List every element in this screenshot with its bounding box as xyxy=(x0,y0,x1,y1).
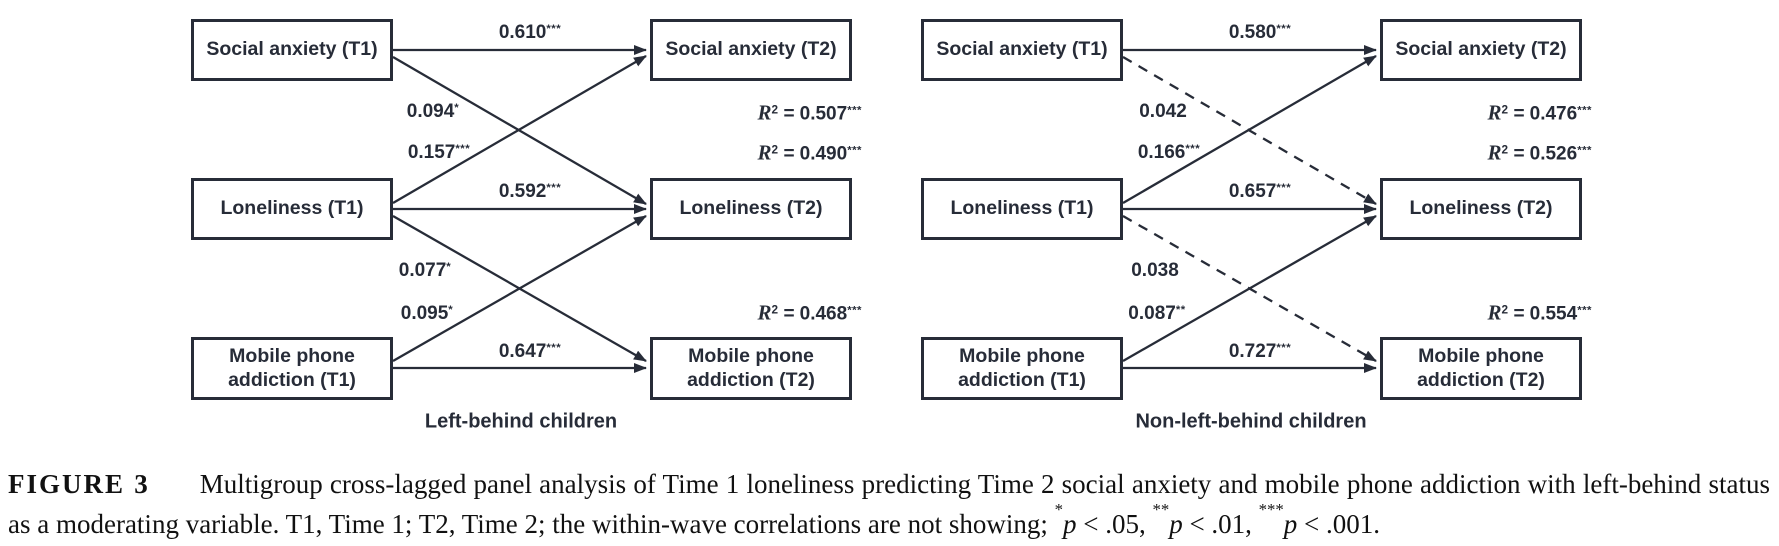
coefficient-mp1-lo2: 0.095* xyxy=(400,303,454,324)
significance-stars: *** xyxy=(1276,23,1292,36)
arrows-layer-left-behind xyxy=(392,45,647,373)
sig-note-stars-3: *** xyxy=(1258,500,1284,520)
arrow-lo1-to-sa2 xyxy=(1122,55,1377,204)
box-social-anxiety-t2: Social anxiety (T2) xyxy=(650,19,852,81)
caption-figure-number: FIGURE 3 xyxy=(8,469,150,499)
box-loneliness-t1: Loneliness (T1) xyxy=(921,178,1123,240)
sig-note-rule-2: < .01, xyxy=(1182,509,1259,539)
coefficient-lo1-mp2: 0.038 xyxy=(1131,260,1179,281)
group-label-left-behind: Left-behind children xyxy=(424,410,618,433)
significance-stars: *** xyxy=(847,144,862,157)
box-mobile-phone-addiction-t2: Mobile phone addiction (T2) xyxy=(1380,337,1582,400)
coefficient-mp1-lo2: 0.087** xyxy=(1128,303,1186,324)
box-mobile-phone-addiction-t1: Mobile phone addiction (T1) xyxy=(191,337,393,400)
arrow-lo1-to-sa2 xyxy=(392,55,647,204)
coefficient-sa1-sa2: 0.580*** xyxy=(1228,22,1292,43)
figure-caption: FIGURE 3 Multigroup cross-lagged panel an… xyxy=(8,468,1770,541)
coefficient-sa1-sa2: 0.610*** xyxy=(498,22,562,43)
coefficient-lo1-sa2: 0.157*** xyxy=(407,142,471,163)
box-label: Mobile phone addiction (T1) xyxy=(228,345,356,391)
significance-stars: *** xyxy=(847,304,862,317)
r-squared-loneliness-t2: R2 = 0.490*** xyxy=(757,140,862,165)
cross-lagged-path-diagram: Social anxiety (T1) Loneliness (T1) Mobi… xyxy=(0,0,1630,440)
box-label: Mobile phone addiction (T1) xyxy=(958,345,1086,391)
panel-left-behind: Social anxiety (T1) Loneliness (T1) Mobi… xyxy=(0,0,900,440)
box-label: Loneliness (T1) xyxy=(220,197,364,220)
box-social-anxiety-t1: Social anxiety (T1) xyxy=(191,19,393,81)
significance-stars: *** xyxy=(1276,182,1292,195)
significance-stars: *** xyxy=(1185,143,1201,156)
coefficient-lo1-lo2: 0.592*** xyxy=(498,181,562,202)
box-label: Loneliness (T2) xyxy=(679,197,823,220)
box-label: Loneliness (T1) xyxy=(950,197,1094,220)
arrows-layer-non-left-behind xyxy=(1122,45,1377,373)
sig-note-p-3: p xyxy=(1283,509,1298,539)
box-label: Social anxiety (T1) xyxy=(936,38,1108,61)
r-squared-mobile-phone-addiction-t2: R2 = 0.468*** xyxy=(757,300,862,325)
r-squared-social-anxiety-t2: R2 = 0.507*** xyxy=(757,100,862,125)
box-social-anxiety-t2: Social anxiety (T2) xyxy=(1380,19,1582,81)
significance-stars: * xyxy=(446,261,452,274)
box-loneliness-t1: Loneliness (T1) xyxy=(191,178,393,240)
coefficient-sa1-lo2: 0.042 xyxy=(1139,101,1187,122)
r-squared-social-anxiety-t2: R2 = 0.476*** xyxy=(1487,100,1592,125)
significance-stars: *** xyxy=(546,342,562,355)
group-label-non-left-behind: Non-left-behind children xyxy=(1135,410,1367,433)
box-social-anxiety-t1: Social anxiety (T1) xyxy=(921,19,1123,81)
sig-note-rule-1: < .05, xyxy=(1076,509,1153,539)
box-label: Loneliness (T2) xyxy=(1409,197,1553,220)
box-loneliness-t2: Loneliness (T2) xyxy=(650,178,852,240)
r-squared-mobile-phone-addiction-t2: R2 = 0.554*** xyxy=(1487,300,1592,325)
box-label: Mobile phone addiction (T2) xyxy=(687,345,815,391)
r-squared-loneliness-t2: R2 = 0.526*** xyxy=(1487,140,1592,165)
significance-stars: *** xyxy=(546,182,562,195)
box-mobile-phone-addiction-t1: Mobile phone addiction (T1) xyxy=(921,337,1123,400)
significance-stars: *** xyxy=(1577,304,1592,317)
coefficient-mp1-mp2: 0.727*** xyxy=(1228,341,1292,362)
arrow-mp1-to-lo2 xyxy=(1122,215,1377,362)
panel-non-left-behind: Social anxiety (T1) Loneliness (T1) Mobi… xyxy=(730,0,1630,440)
coefficient-mp1-mp2: 0.647*** xyxy=(498,341,562,362)
significance-stars: ** xyxy=(1175,304,1186,317)
box-mobile-phone-addiction-t2: Mobile phone addiction (T2) xyxy=(650,337,852,400)
sig-note-p-1: p xyxy=(1062,509,1077,539)
sig-note-stars-2: ** xyxy=(1152,500,1170,520)
box-label: Social anxiety (T1) xyxy=(206,38,378,61)
significance-stars: * xyxy=(454,102,460,115)
box-label: Mobile phone addiction (T2) xyxy=(1417,345,1545,391)
coefficient-sa1-lo2: 0.094* xyxy=(406,101,460,122)
coefficient-lo1-lo2: 0.657*** xyxy=(1228,181,1292,202)
arrow-mp1-to-lo2 xyxy=(392,215,647,362)
significance-stars: *** xyxy=(546,23,562,36)
significance-stars: *** xyxy=(1276,342,1292,355)
coefficient-lo1-sa2: 0.166*** xyxy=(1137,142,1201,163)
significance-stars: *** xyxy=(455,143,471,156)
sig-note-rule-3: < .001. xyxy=(1297,509,1381,539)
coefficient-lo1-mp2: 0.077* xyxy=(398,260,452,281)
sig-note-p-2: p xyxy=(1169,509,1183,539)
box-label: Social anxiety (T2) xyxy=(1395,38,1567,61)
box-label: Social anxiety (T2) xyxy=(665,38,837,61)
significance-stars: *** xyxy=(847,104,862,117)
significance-stars: *** xyxy=(1577,144,1592,157)
box-loneliness-t2: Loneliness (T2) xyxy=(1380,178,1582,240)
significance-stars: *** xyxy=(1577,104,1592,117)
significance-stars: * xyxy=(448,304,454,317)
sig-note-stars-1: * xyxy=(1054,500,1063,520)
caption-body: Multigroup cross-lagged panel analysis o… xyxy=(8,469,1770,539)
